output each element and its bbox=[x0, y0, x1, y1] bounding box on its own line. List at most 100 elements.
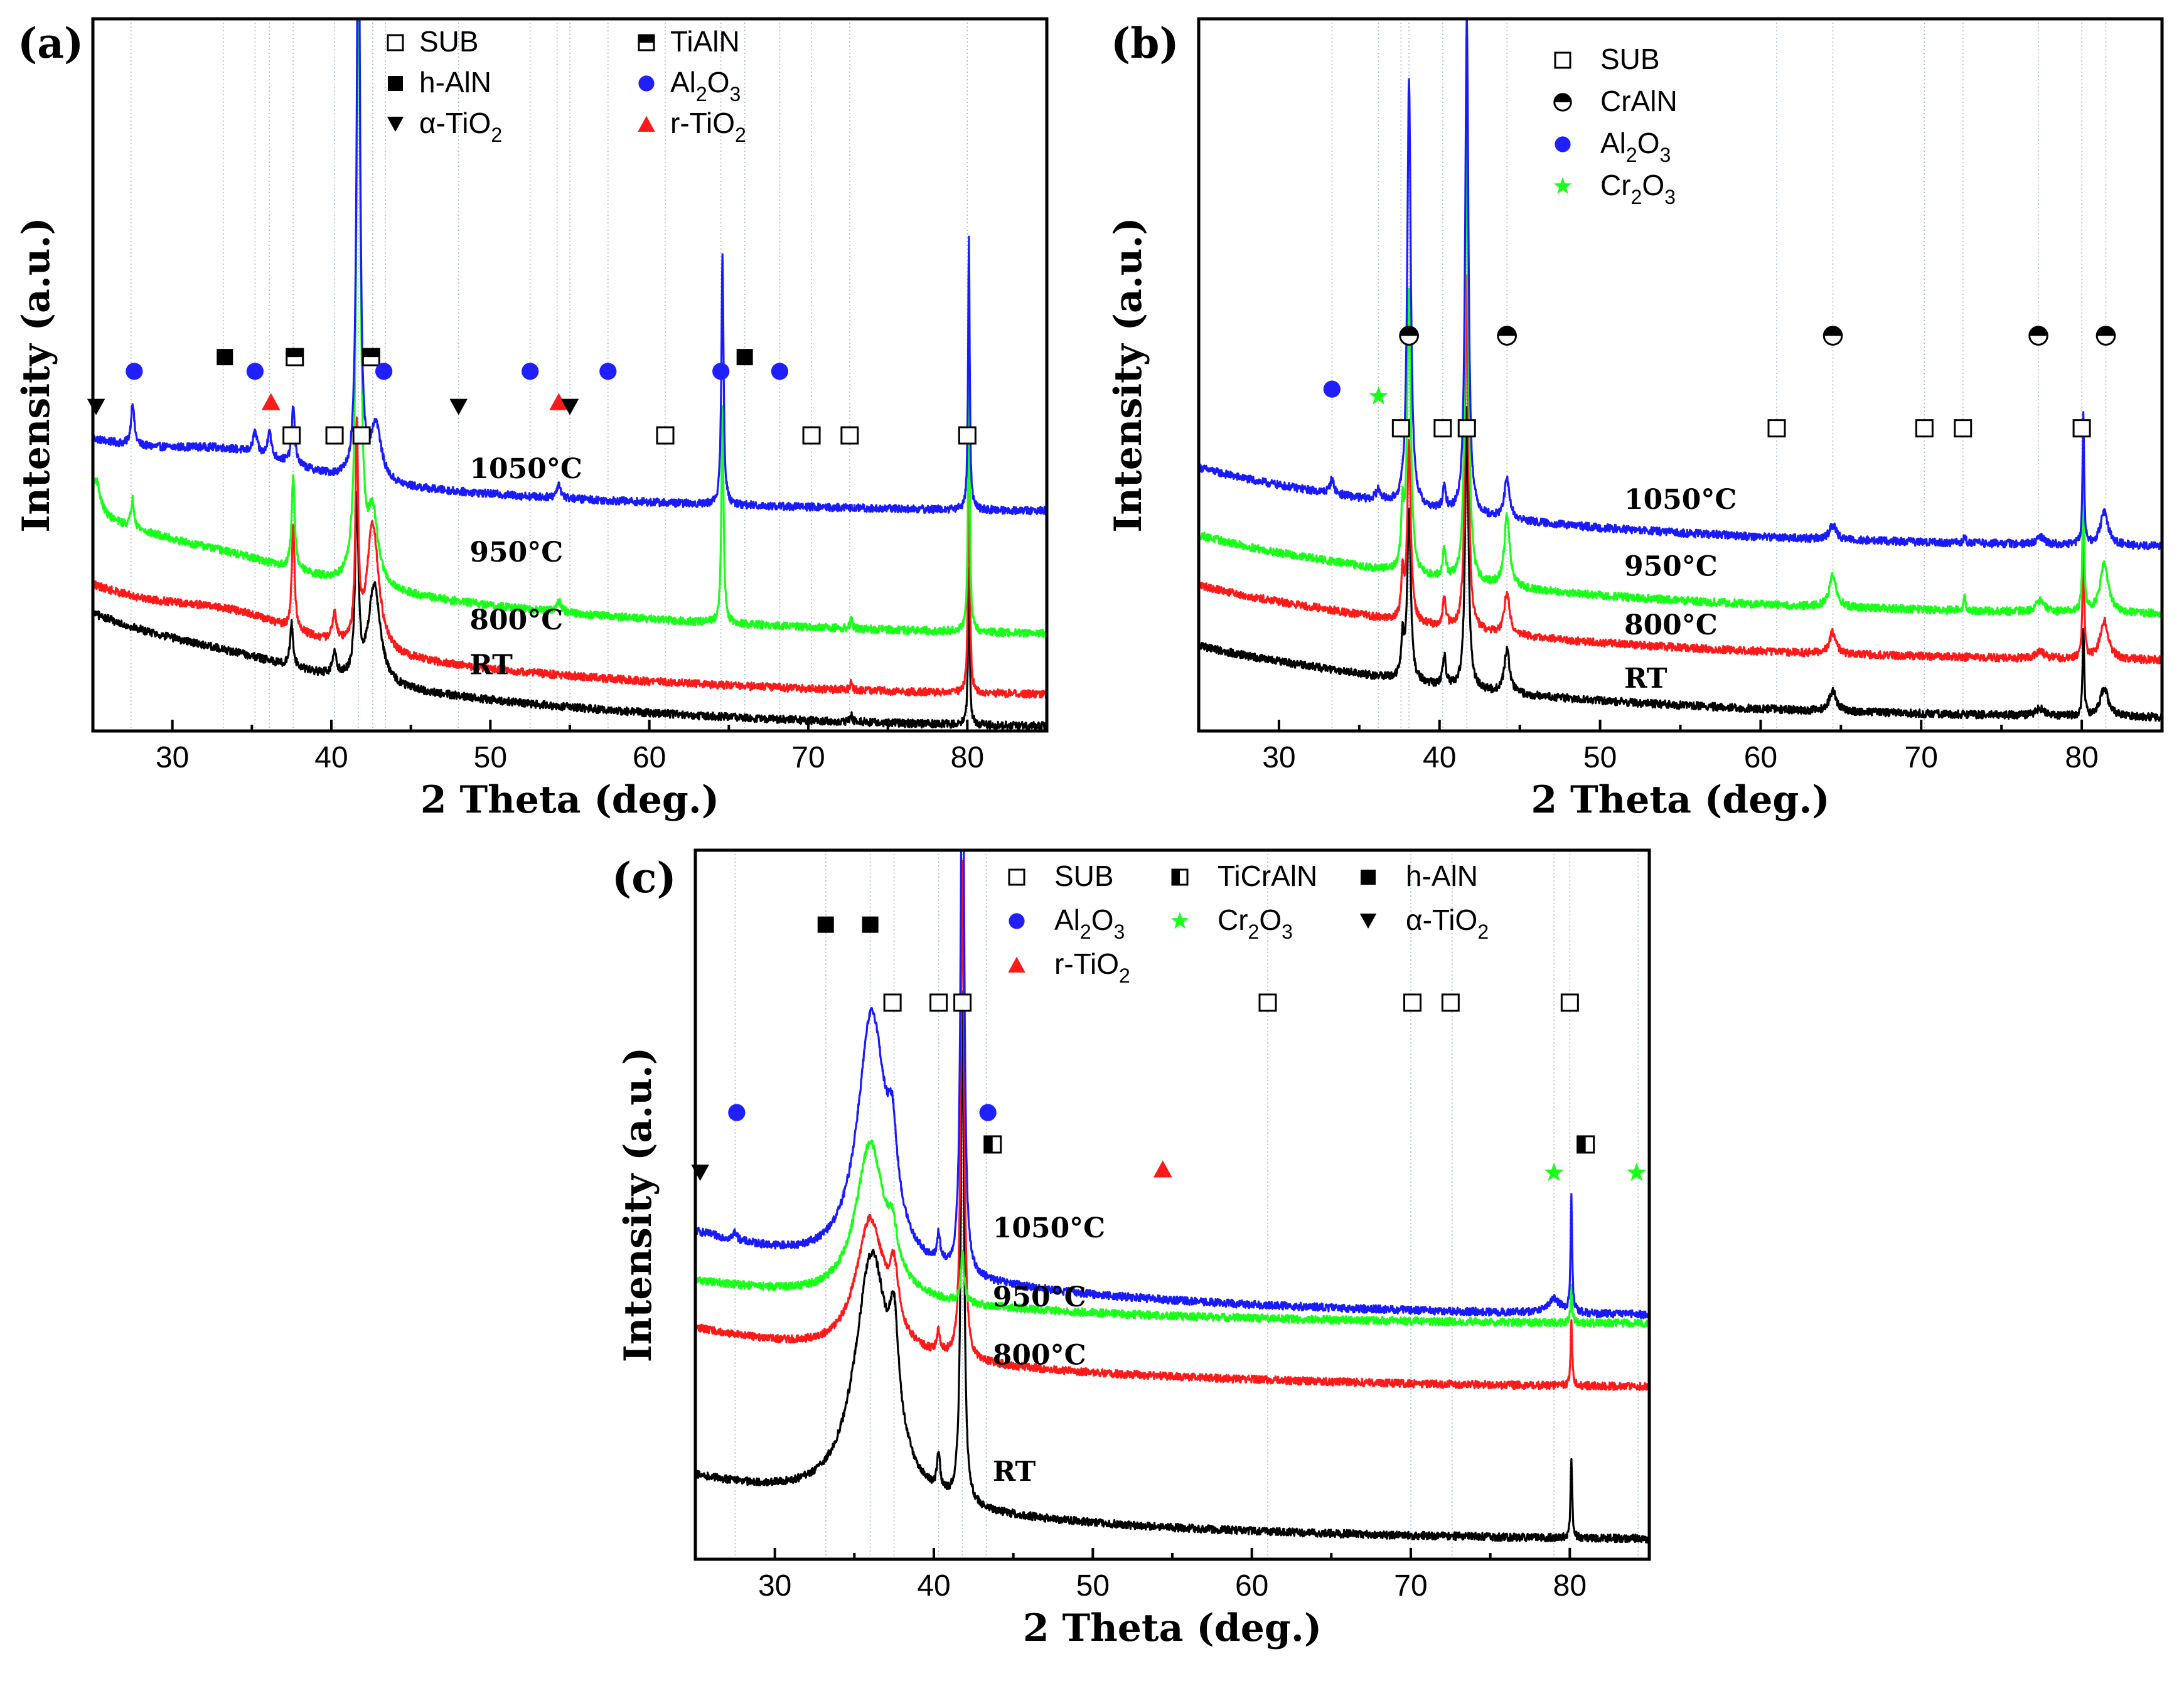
phase-marker-square-open bbox=[802, 426, 821, 445]
phase-marker-square bbox=[817, 916, 834, 933]
xrd-curve-800c bbox=[1199, 274, 2162, 664]
phase-marker-square-open bbox=[953, 993, 972, 1012]
phase-marker-circle bbox=[246, 363, 264, 380]
y-axis-title: Intensity (a.u.) bbox=[14, 217, 58, 532]
legend-label: SUB bbox=[1600, 43, 1660, 75]
phase-marker-triangle-down bbox=[449, 398, 468, 415]
curve-label: 950°C bbox=[469, 536, 563, 568]
phase-marker-circle-half bbox=[1399, 326, 1419, 346]
legend-label: h-AlN bbox=[419, 66, 491, 99]
y-axis-title: Intensity (a.u.) bbox=[1106, 217, 1150, 532]
phase-marker-circle bbox=[522, 363, 539, 380]
legend-marker-square-open bbox=[1554, 51, 1571, 69]
legend-label: r-TiO2 bbox=[670, 107, 746, 146]
x-tick-label: 40 bbox=[314, 741, 348, 774]
curve-label: 1050°C bbox=[469, 453, 582, 485]
legend: SUB TiAlN h-AlN Al2O3 α-TiO2 r-TiO2 bbox=[387, 25, 746, 146]
curve-label: RT bbox=[1624, 663, 1667, 695]
plot-area bbox=[1199, 19, 2162, 731]
x-tick-label: 30 bbox=[758, 1569, 791, 1603]
phase-marker-square-vhalf bbox=[1576, 1135, 1595, 1154]
x-tick-label: 60 bbox=[1235, 1569, 1268, 1603]
legend-label: Al2O3 bbox=[1600, 127, 1671, 166]
legend-label: Al2O3 bbox=[1054, 904, 1125, 943]
legend-label: α-TiO2 bbox=[419, 107, 502, 146]
legend-label: TiCrAlN bbox=[1218, 860, 1317, 892]
legend-label: TiAlN bbox=[670, 25, 740, 58]
phase-marker-circle bbox=[712, 363, 730, 380]
x-tick-label: 40 bbox=[917, 1569, 950, 1603]
phase-marker-circle-half bbox=[2096, 326, 2116, 346]
phase-marker-square-open bbox=[1391, 419, 1410, 438]
x-tick-label: 80 bbox=[1553, 1569, 1587, 1603]
curve-label: 950°C bbox=[993, 1281, 1086, 1313]
phase-marker-triangle-down bbox=[560, 398, 579, 415]
phase-marker-triangle-up bbox=[549, 393, 569, 410]
xrd-curve-800c bbox=[695, 860, 1649, 1391]
legend-label: Cr2O3 bbox=[1600, 169, 1676, 208]
x-tick-label: 80 bbox=[2065, 741, 2098, 774]
phase-marker-circle bbox=[728, 1104, 746, 1121]
phase-marker-triangle-up bbox=[261, 393, 281, 410]
legend-marker-triangle-down bbox=[387, 117, 404, 132]
phase-marker-triangle-down bbox=[87, 398, 105, 415]
legend-marker-square-open bbox=[387, 34, 404, 51]
xrd-curve-rt bbox=[1199, 406, 2162, 722]
phase-marker-circle bbox=[1323, 380, 1341, 398]
x-tick-label: 60 bbox=[633, 741, 666, 774]
x-tick-label: 30 bbox=[1262, 741, 1295, 774]
phase-marker-square-vhalf bbox=[983, 1135, 1002, 1154]
curve-label: 1050°C bbox=[993, 1212, 1105, 1244]
phase-marker-square-open bbox=[1560, 993, 1579, 1012]
curve-label: 800°C bbox=[993, 1339, 1086, 1371]
legend-marker-triangle-up bbox=[638, 115, 655, 132]
phase-marker-square-open bbox=[1457, 419, 1476, 438]
legend-label: Al2O3 bbox=[670, 66, 741, 105]
phase-marker-square-open bbox=[1258, 993, 1277, 1012]
panel-label: (c) bbox=[612, 853, 677, 902]
legend-marker-circle bbox=[638, 75, 655, 92]
x-tick-label: 50 bbox=[1076, 1569, 1110, 1603]
phase-marker-square-open bbox=[958, 426, 977, 445]
legend-label: α-TiO2 bbox=[1406, 904, 1489, 943]
xrd-curve-rt bbox=[695, 991, 1649, 1544]
phase-marker-square-open bbox=[883, 993, 902, 1012]
xrd-curve-1050c bbox=[695, 850, 1649, 1320]
phase-marker-circle bbox=[599, 363, 617, 380]
legend-label: SUB bbox=[419, 25, 479, 58]
phase-marker-square-open bbox=[656, 426, 675, 445]
phase-marker-square-open bbox=[1954, 419, 1973, 438]
y-axis-title: Intensity (a.u.) bbox=[616, 1047, 660, 1362]
phase-marker-square-open bbox=[325, 426, 344, 445]
xrd-panel-c: 1050°C 950°C 800°C RT 30 40 50 60 70 80 2 Theta (d… bbox=[612, 848, 1651, 1650]
phase-marker-triangle-up bbox=[1153, 1160, 1172, 1178]
phase-marker-circle bbox=[771, 363, 789, 380]
legend-marker-star bbox=[1553, 177, 1572, 195]
legend-marker-square bbox=[388, 76, 403, 91]
curve-label: RT bbox=[469, 649, 513, 681]
phase-marker-square-open bbox=[282, 426, 301, 445]
legend-marker-square-open bbox=[1008, 868, 1025, 886]
xrd-curve-950c bbox=[695, 1139, 1649, 1328]
phase-marker-square-open bbox=[1403, 993, 1422, 1012]
phase-marker-circle bbox=[375, 363, 393, 380]
phase-marker-square-open bbox=[1433, 419, 1452, 438]
x-tick-label: 70 bbox=[1394, 1569, 1427, 1603]
phase-marker-square-open bbox=[840, 426, 859, 445]
phase-marker-square bbox=[217, 349, 233, 366]
phase-marker-square-open bbox=[2072, 419, 2091, 438]
xrd-curve-950c bbox=[1199, 117, 2162, 618]
x-axis-title: 2 Theta (deg.) bbox=[1023, 1606, 1322, 1650]
x-tick-label: 70 bbox=[791, 741, 825, 774]
phase-marker-square-half bbox=[286, 348, 304, 366]
x-tick-label: 60 bbox=[1744, 741, 1777, 774]
x-tick-label: 80 bbox=[951, 741, 984, 774]
phase-marker-square bbox=[862, 916, 879, 933]
legend-label: CrAlN bbox=[1600, 85, 1678, 117]
x-tick-label: 50 bbox=[1583, 741, 1617, 774]
phase-marker-circle-half bbox=[2028, 326, 2048, 346]
curve-label: 800°C bbox=[1624, 609, 1718, 641]
legend-label: Cr2O3 bbox=[1218, 904, 1293, 943]
